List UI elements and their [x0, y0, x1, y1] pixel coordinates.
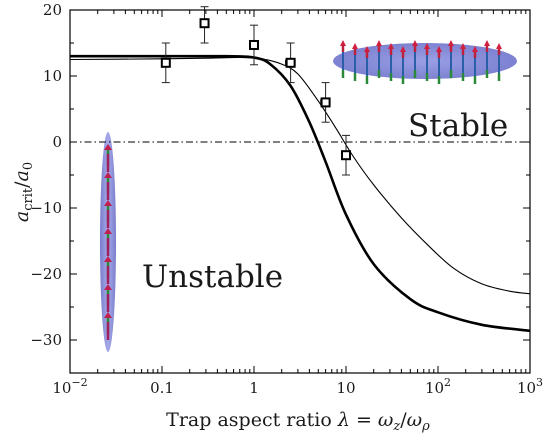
- theory-curve-thin: [69, 56, 531, 295]
- data-point: [341, 150, 351, 161]
- theory-curve-thick: [70, 54, 531, 333]
- dipole-arrowhead: [104, 312, 112, 318]
- cigar-trap-illustration: [100, 132, 116, 352]
- y-axis-label: acrit/a0: [11, 162, 36, 222]
- x-tick-label: 10−2: [52, 376, 87, 397]
- dipole-arrowhead: [352, 43, 358, 49]
- dipole-arrowhead: [472, 46, 478, 52]
- dipole-arrowhead: [388, 43, 394, 49]
- y-tick-label: −30: [30, 331, 62, 349]
- x-axis-label: Trap aspect ratio λ = ωz/ωρ: [166, 409, 430, 434]
- dipole-arrowhead: [364, 46, 370, 52]
- dipole-arrowhead: [496, 43, 502, 49]
- x-tick-label: 103: [517, 376, 543, 397]
- data-point: [199, 18, 210, 29]
- dipole-arrowhead: [376, 40, 382, 46]
- dipole-arrowhead: [104, 256, 112, 262]
- y-tick-labels: 20 10 0 −10 −20 −30: [30, 1, 62, 349]
- theory-curves: [69, 54, 531, 333]
- data-point: [320, 97, 331, 108]
- dipole-arrowhead: [484, 40, 490, 46]
- pancake-trap-illustration: [333, 40, 517, 84]
- unstable-label: Unstable: [142, 259, 283, 295]
- x-tick-label: 0.1: [150, 379, 174, 397]
- dipole-arrowhead: [340, 40, 346, 46]
- x-tick-label: 102: [425, 376, 451, 397]
- y-tick-label: 10: [43, 67, 62, 85]
- dipole-arrowhead: [104, 144, 112, 150]
- x-tick-labels: 10−2 0.1 1 10 102 103: [52, 376, 543, 397]
- stable-label: Stable: [408, 108, 508, 144]
- y-tick-label: −10: [30, 199, 62, 217]
- data-point: [249, 39, 259, 50]
- dipole-arrowhead: [104, 200, 112, 206]
- y-tick-label: 0: [52, 133, 62, 151]
- y-tick-label: −20: [30, 265, 62, 283]
- x-tick-label: 10: [336, 379, 355, 397]
- dipole-arrowhead: [400, 46, 406, 52]
- y-tick-label: 20: [43, 1, 62, 19]
- dipole-arrowhead: [460, 43, 466, 49]
- dipole-arrowhead: [448, 40, 454, 46]
- dipole-arrowhead: [436, 46, 442, 52]
- dipole-arrowhead: [412, 40, 418, 46]
- x-tick-label: 1: [249, 379, 259, 397]
- dipole-arrowhead: [424, 43, 430, 49]
- dipole-arrowhead: [104, 228, 112, 234]
- data-point: [285, 57, 296, 68]
- axis-ticks: [69, 9, 531, 374]
- data-point: [160, 57, 171, 68]
- plot-frame: [69, 9, 531, 374]
- data-markers: [160, 18, 351, 161]
- dipole-arrowhead: [104, 172, 112, 178]
- dipole-arrowhead: [104, 284, 112, 290]
